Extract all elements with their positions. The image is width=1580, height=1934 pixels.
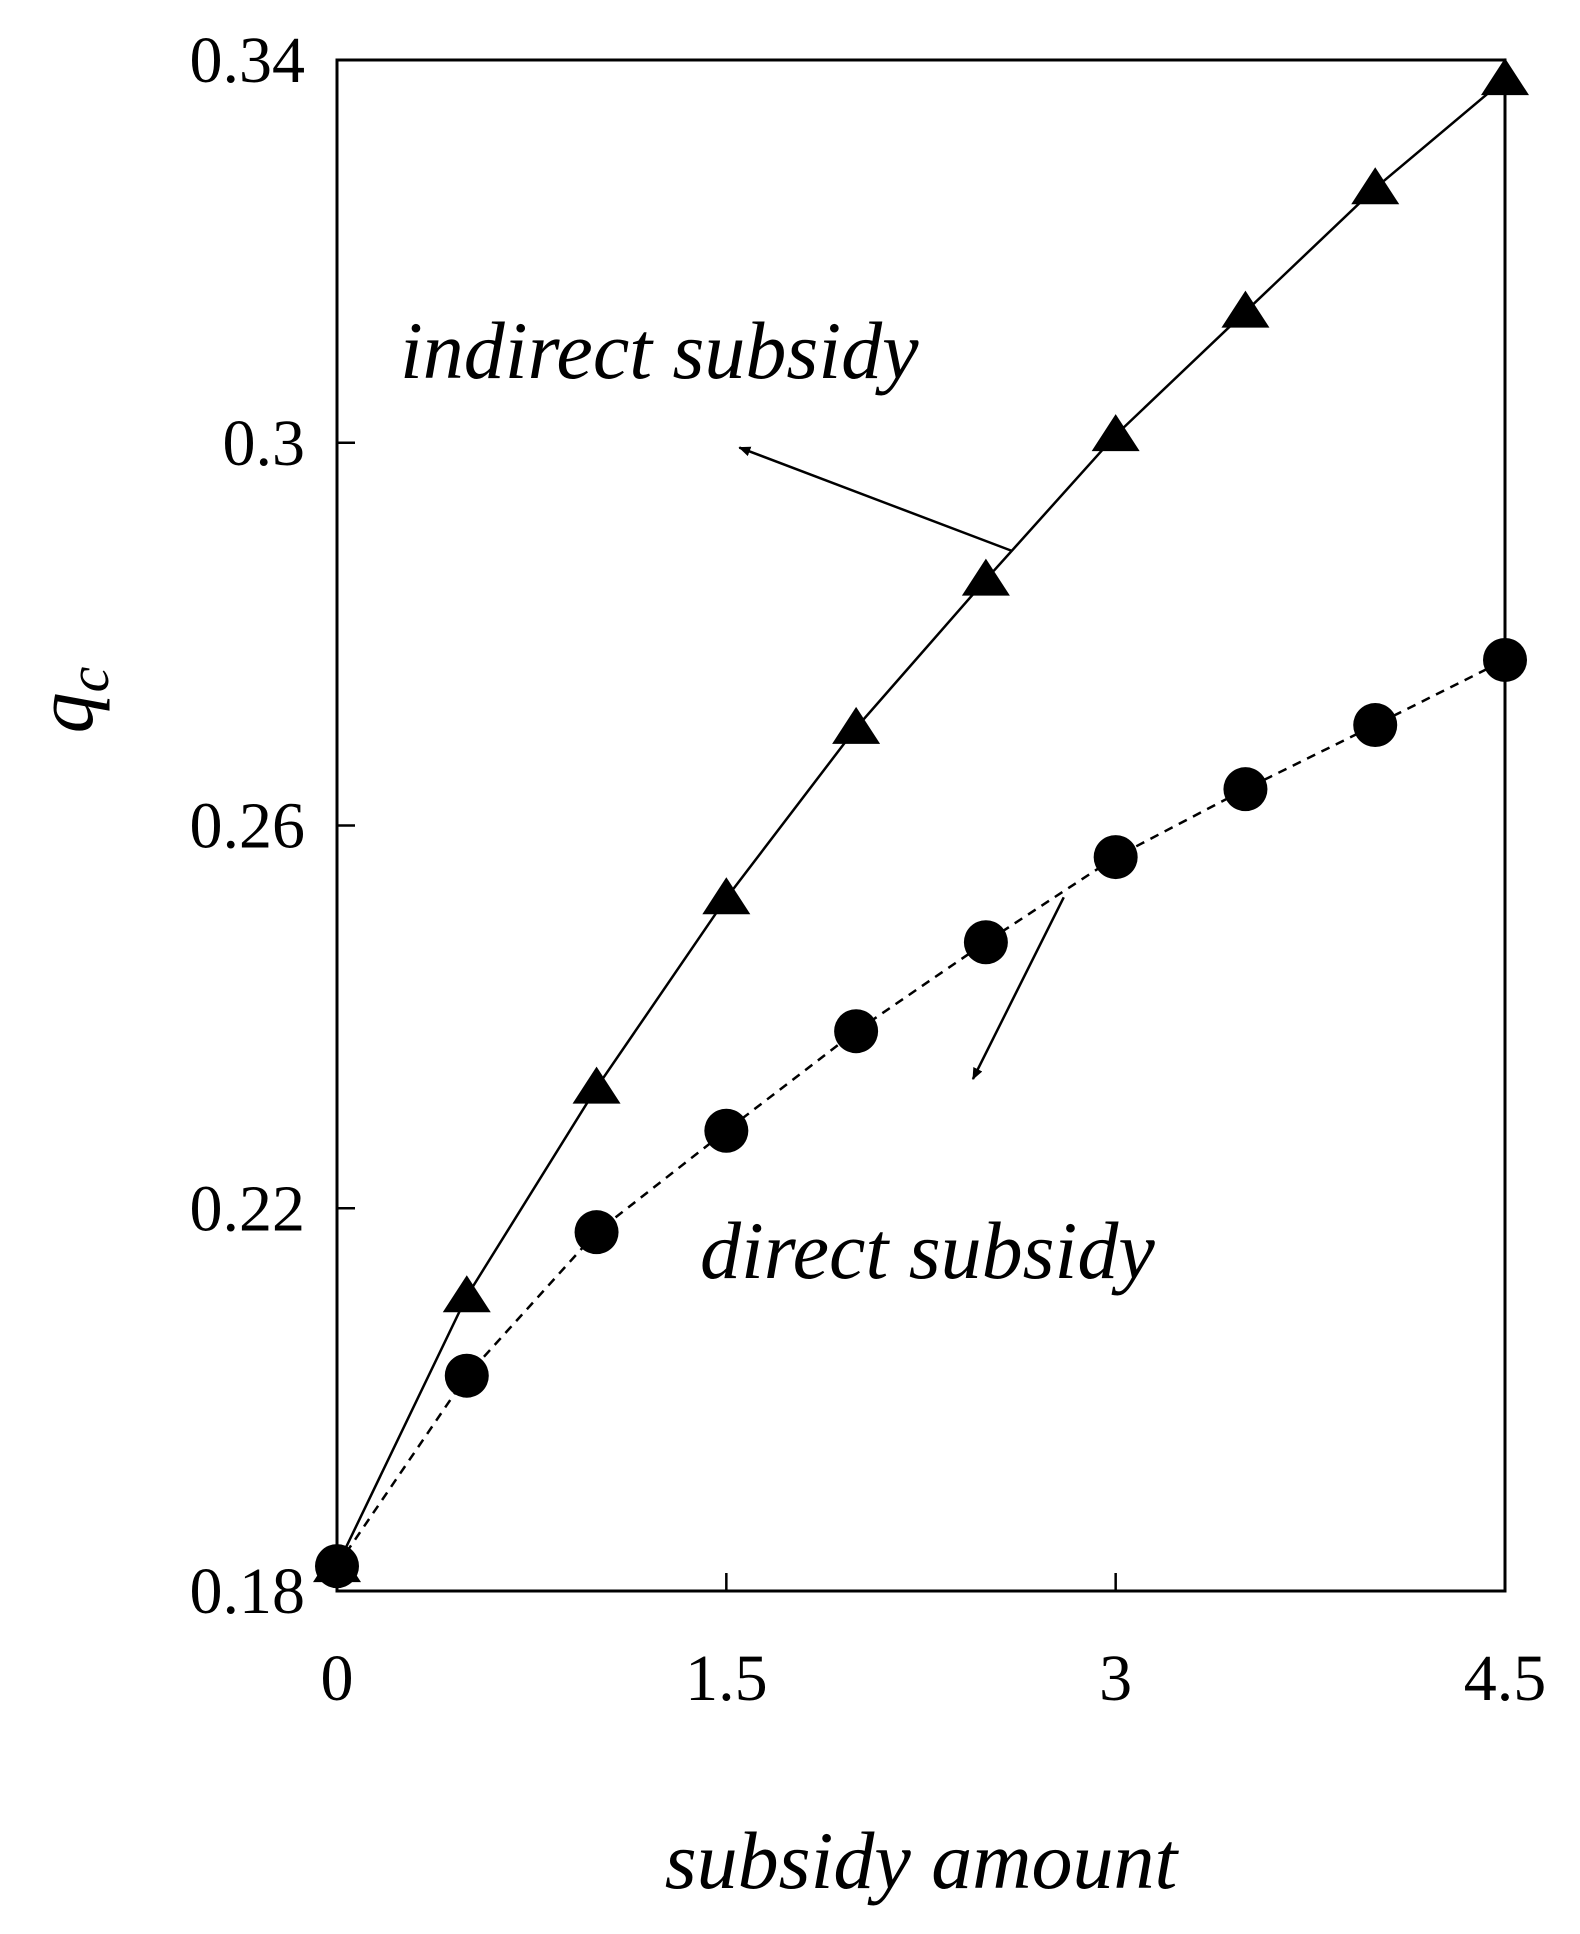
triangle-marker <box>1221 290 1270 328</box>
x-tick-label: 0 <box>321 1642 354 1715</box>
triangle-marker <box>961 558 1010 596</box>
triangle-marker <box>1351 167 1400 205</box>
y-tick-label: 0.22 <box>190 1172 306 1245</box>
triangle-marker <box>442 1275 491 1313</box>
y-axis-label-main: q <box>19 692 110 733</box>
series-line-0 <box>335 78 1506 1567</box>
circle-marker <box>834 1009 879 1054</box>
circle-marker <box>963 920 1008 965</box>
x-tick-label: 4.5 <box>1464 1642 1547 1715</box>
circle-marker <box>1353 703 1398 748</box>
y-axis-label: qc <box>19 666 121 733</box>
triangle-marker <box>832 706 881 744</box>
circle-marker <box>1223 767 1268 812</box>
x-axis-label: subsidy amount <box>665 1815 1180 1906</box>
circle-marker <box>704 1108 749 1153</box>
annotations: indirect subsidy direct subsidy <box>400 305 1155 1296</box>
circle-marker <box>444 1353 489 1398</box>
series-line-1 <box>335 658 1506 1567</box>
circle-marker <box>1093 835 1138 880</box>
circle-marker <box>574 1210 619 1255</box>
y-tick-label: 0.34 <box>190 24 306 97</box>
triangle-marker <box>1091 414 1140 452</box>
x-tick-label: 1.5 <box>685 1642 768 1715</box>
triangle-marker <box>702 877 751 915</box>
triangle-marker <box>572 1066 621 1104</box>
svg-text:qc: qc <box>19 666 121 733</box>
triangle-marker <box>1481 58 1529 96</box>
y-tick-label: 0.3 <box>223 407 306 480</box>
annotation-arrow <box>971 896 1065 1080</box>
y-tick-label: 0.26 <box>190 790 306 863</box>
annotation-arrow <box>738 446 1013 553</box>
x-tick-label: 3 <box>1099 1642 1132 1715</box>
series-layer <box>313 58 1529 1589</box>
circle-marker <box>1483 637 1527 682</box>
plot-frame <box>335 58 1507 1593</box>
annotation-label: indirect subsidy <box>400 305 919 396</box>
annotation-label: direct subsidy <box>700 1205 1155 1296</box>
y-axis: 0.18 0.22 0.26 0.3 0.34 <box>190 24 355 1628</box>
y-tick-label: 0.18 <box>190 1555 306 1628</box>
x-axis: 0 1.5 3 4.5 <box>321 1573 1547 1715</box>
circle-marker <box>315 1544 359 1589</box>
y-axis-label-subscript: c <box>56 666 121 692</box>
